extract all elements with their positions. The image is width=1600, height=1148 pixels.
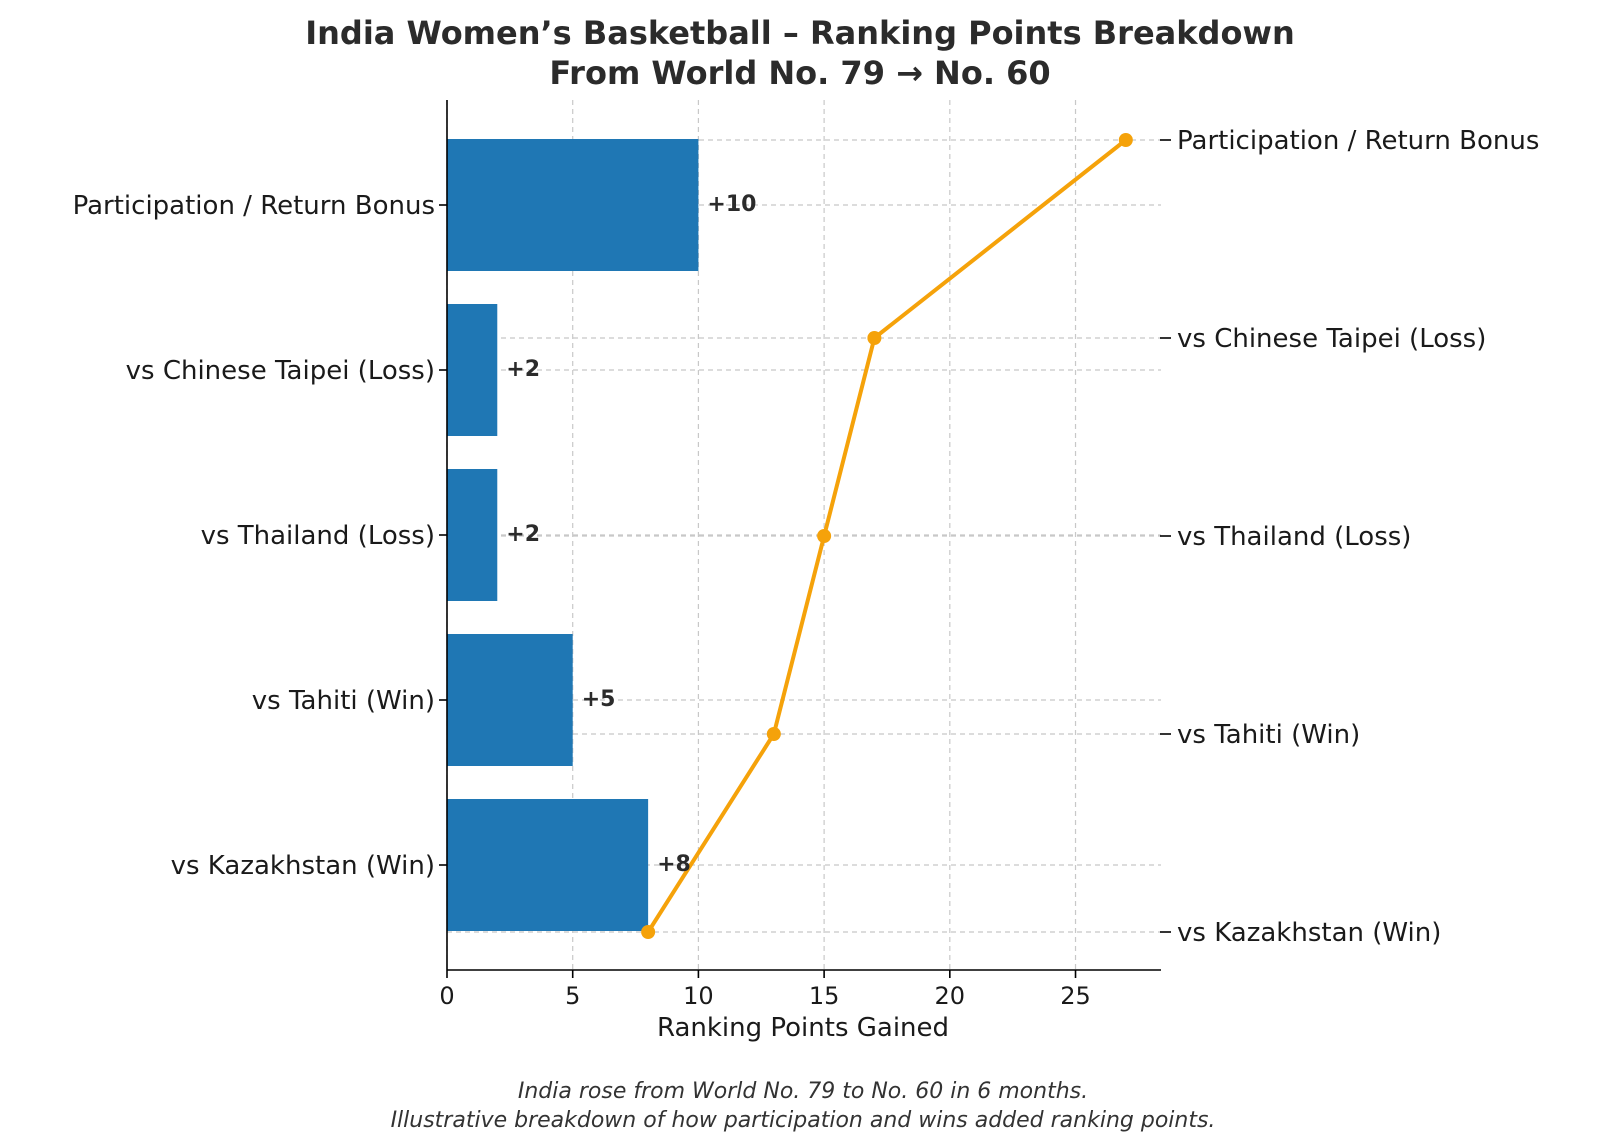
x-tick-label: 20 — [935, 982, 966, 1010]
bars — [447, 139, 699, 931]
bar — [447, 304, 498, 436]
x-axis-label: Ranking Points Gained — [657, 1013, 949, 1043]
y-tick-label: vs Kazakhstan (Win) — [171, 851, 435, 881]
y2-tick-label: Participation / Return Bonus — [1177, 126, 1539, 156]
cumulative-line — [641, 133, 1133, 939]
cumulative-line-point — [641, 925, 656, 939]
cumulative-line-point — [867, 331, 882, 345]
y-tick-label: vs Tahiti (Win) — [252, 686, 435, 716]
y-tick-label: Participation / Return Bonus — [73, 191, 435, 221]
caption-line-2: Illustrative breakdown of how participat… — [391, 1108, 1216, 1133]
bar-value-label: +5 — [582, 687, 616, 712]
bar — [447, 634, 573, 766]
bar — [447, 799, 649, 931]
cumulative-line-point — [1118, 133, 1133, 147]
chart-subtitle: From World No. 79 → No. 60 — [549, 54, 1050, 92]
y2-tick-label: vs Chinese Taipei (Loss) — [1177, 324, 1486, 354]
x-tick-label: 0 — [439, 982, 454, 1010]
bar — [447, 139, 699, 271]
bar-value-label: +10 — [707, 192, 756, 217]
bar-value-label: +2 — [506, 522, 540, 547]
y2-tick-label: vs Kazakhstan (Win) — [1177, 918, 1441, 948]
bar-value-label: +2 — [506, 357, 540, 382]
y-tick-label: vs Chinese Taipei (Loss) — [126, 356, 435, 386]
labels: +10 +2 +2 +5 +8 Participation / Return Bonus v… — [73, 126, 1540, 1010]
y-tick-label: vs Thailand (Loss) — [201, 521, 435, 551]
chart-title: India Women’s Basketball – Ranking Point… — [305, 14, 1295, 52]
y2-tick-label: vs Thailand (Loss) — [1177, 522, 1411, 552]
cumulative-line-point — [817, 529, 832, 543]
caption-line-1: India rose from World No. 79 to No. 60 i… — [518, 1079, 1088, 1104]
x-tick-label: 10 — [683, 982, 714, 1010]
bar-value-label: +8 — [657, 852, 691, 877]
x-tick-label: 15 — [809, 982, 840, 1010]
y2-tick-label: vs Tahiti (Win) — [1177, 720, 1360, 750]
axes — [439, 100, 1171, 978]
x-tick-label: 5 — [565, 982, 580, 1010]
x-tick-label: 25 — [1060, 982, 1091, 1010]
bar — [447, 469, 498, 601]
cumulative-line-point — [766, 727, 781, 741]
